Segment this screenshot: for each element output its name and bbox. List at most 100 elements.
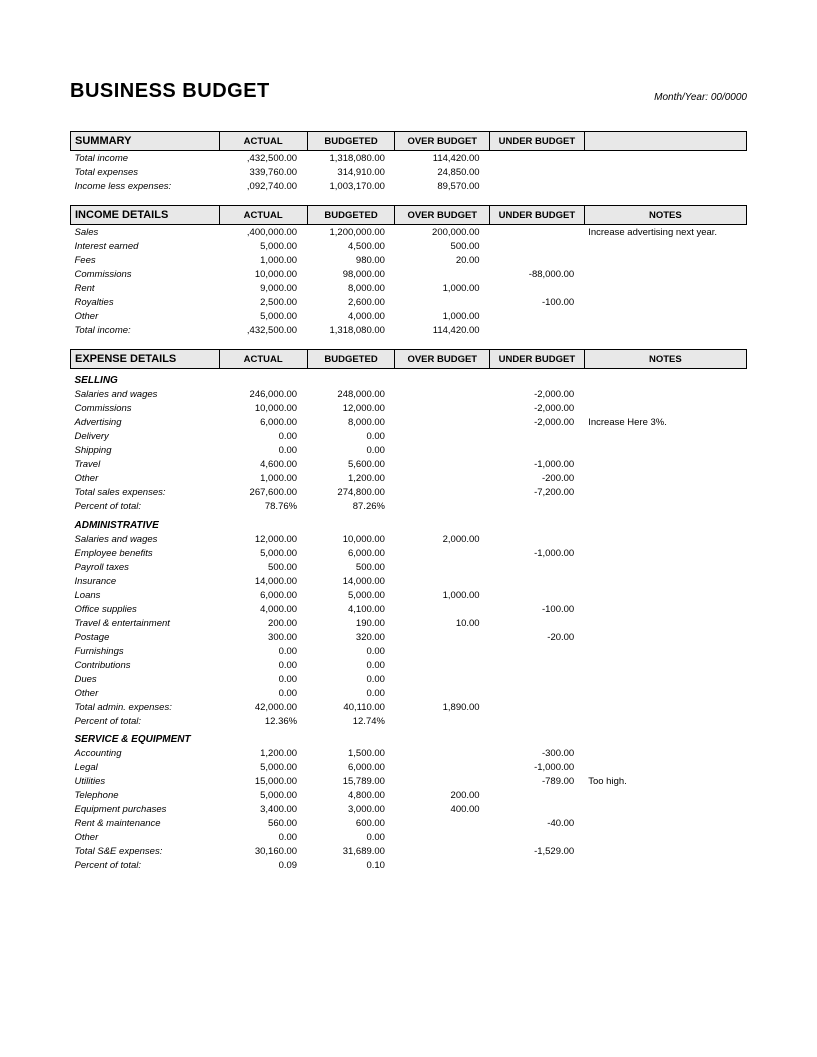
cell-budgeted: 4,100.00 [307, 602, 395, 616]
cell-budgeted: 1,500.00 [307, 747, 395, 761]
expense-row: Salaries and wages246,000.00248,000.00-2… [71, 388, 747, 402]
expense-group-name: SERVICE & EQUIPMENT [71, 728, 747, 747]
cell-actual: 560.00 [219, 817, 307, 831]
cell-actual: 0.09 [219, 859, 307, 873]
cell-notes [584, 700, 746, 714]
cell-notes [584, 309, 746, 323]
cell-under [490, 789, 585, 803]
expense-row: Shipping0.000.00 [71, 444, 747, 458]
cell-over [395, 817, 490, 831]
expense-group-name: ADMINISTRATIVE [71, 514, 747, 533]
cell-under: -1,000.00 [490, 546, 585, 560]
col-under-budget: UNDER BUDGET [490, 206, 585, 225]
cell-notes [584, 295, 746, 309]
expense-row: Commissions10,000.0012,000.00-2,000.00 [71, 402, 747, 416]
summary-body: Total income,432,500.001,318,080.00114,4… [71, 151, 747, 194]
cell-budgeted: 274,800.00 [307, 486, 395, 500]
expense-table: EXPENSE DETAILS ACTUAL BUDGETED OVER BUD… [70, 349, 747, 873]
cell-over [395, 295, 490, 309]
cell-budgeted: 248,000.00 [307, 388, 395, 402]
cell-actual: 42,000.00 [219, 700, 307, 714]
cell-actual: 0.00 [219, 672, 307, 686]
cell-under: -2,000.00 [490, 416, 585, 430]
row-label: Other [71, 686, 220, 700]
cell-actual: 0.00 [219, 644, 307, 658]
cell-actual: 6,000.00 [219, 416, 307, 430]
cell-notes [584, 253, 746, 267]
cell-over: 500.00 [395, 239, 490, 253]
row-label: Total expenses [71, 165, 220, 179]
cell-under [490, 831, 585, 845]
cell-budgeted: 320.00 [307, 630, 395, 644]
cell-budgeted: 980.00 [307, 253, 395, 267]
expense-row: Accounting1,200.001,500.00-300.00 [71, 747, 747, 761]
cell-over [395, 267, 490, 281]
income-row: Fees1,000.00980.0020.00 [71, 253, 747, 267]
expense-row: Total S&E expenses:30,160.0031,689.00-1,… [71, 845, 747, 859]
cell-over: 10.00 [395, 616, 490, 630]
cell-under: -1,000.00 [490, 458, 585, 472]
cell-notes [584, 644, 746, 658]
col-budgeted: BUDGETED [307, 350, 395, 369]
cell-under [490, 281, 585, 295]
cell-budgeted: 1,200,000.00 [307, 225, 395, 240]
cell-actual: 300.00 [219, 630, 307, 644]
cell-notes [584, 402, 746, 416]
cell-actual: 30,160.00 [219, 845, 307, 859]
row-label: Rent [71, 281, 220, 295]
expense-row: Employee benefits5,000.006,000.00-1,000.… [71, 546, 747, 560]
cell-notes [584, 486, 746, 500]
cell-over [395, 388, 490, 402]
cell-budgeted: 1,318,080.00 [307, 151, 395, 166]
cell-actual: 0.00 [219, 658, 307, 672]
cell-notes [584, 789, 746, 803]
expense-row: Payroll taxes500.00500.00 [71, 560, 747, 574]
row-label: Fees [71, 253, 220, 267]
row-label: Furnishings [71, 644, 220, 658]
header: BUSINESS BUDGET Month/Year: 00/0000 [70, 80, 747, 103]
cell-budgeted: 0.00 [307, 672, 395, 686]
cell-actual: 3,400.00 [219, 803, 307, 817]
summary-row: Total income,432,500.001,318,080.00114,4… [71, 151, 747, 166]
col-budgeted: BUDGETED [307, 132, 395, 151]
cell-budgeted: 1,200.00 [307, 472, 395, 486]
cell-under: -7,200.00 [490, 486, 585, 500]
cell-under [490, 444, 585, 458]
cell-under: -100.00 [490, 295, 585, 309]
cell-budgeted: 0.00 [307, 444, 395, 458]
row-label: Commissions [71, 267, 220, 281]
cell-notes [584, 831, 746, 845]
cell-over [395, 560, 490, 574]
cell-under: -789.00 [490, 775, 585, 789]
row-label: Sales [71, 225, 220, 240]
cell-budgeted: 6,000.00 [307, 761, 395, 775]
cell-budgeted: 600.00 [307, 817, 395, 831]
expense-row: Percent of total:12.36%12.74% [71, 714, 747, 728]
cell-budgeted: 5,600.00 [307, 458, 395, 472]
expense-group-header: ADMINISTRATIVE [71, 514, 747, 533]
cell-actual: 246,000.00 [219, 388, 307, 402]
income-row: Other5,000.004,000.001,000.00 [71, 309, 747, 323]
cell-notes [584, 747, 746, 761]
cell-actual: 10,000.00 [219, 267, 307, 281]
cell-actual: 5,000.00 [219, 789, 307, 803]
row-label: Loans [71, 588, 220, 602]
cell-notes [584, 761, 746, 775]
cell-under: -2,000.00 [490, 388, 585, 402]
row-label: Insurance [71, 574, 220, 588]
cell-under [490, 672, 585, 686]
cell-over: 1,000.00 [395, 281, 490, 295]
cell-actual: 9,000.00 [219, 281, 307, 295]
expense-heading: EXPENSE DETAILS [71, 350, 220, 369]
budget-document: BUSINESS BUDGET Month/Year: 00/0000 SUMM… [0, 0, 817, 1057]
cell-under [490, 253, 585, 267]
cell-actual: 10,000.00 [219, 402, 307, 416]
expense-row: Advertising6,000.008,000.00-2,000.00Incr… [71, 416, 747, 430]
cell-under [490, 309, 585, 323]
cell-under [490, 574, 585, 588]
row-label: Percent of total: [71, 859, 220, 873]
cell-over [395, 574, 490, 588]
row-label: Royalties [71, 295, 220, 309]
cell-actual: ,432,500.00 [219, 151, 307, 166]
col-notes-blank [584, 132, 746, 151]
